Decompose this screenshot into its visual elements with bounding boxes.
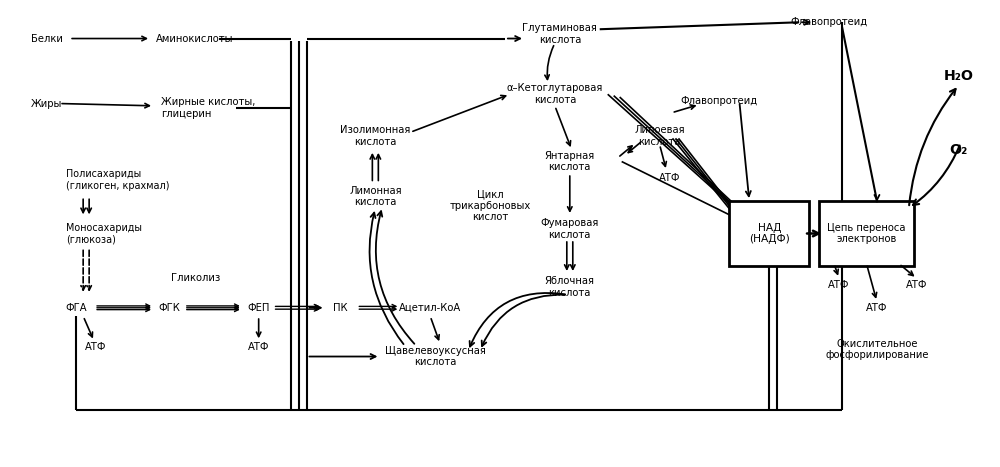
- Text: АТФ: АТФ: [248, 342, 269, 352]
- FancyBboxPatch shape: [819, 201, 914, 266]
- Text: ФГА: ФГА: [65, 303, 87, 313]
- Text: Лимонная
кислота: Лимонная кислота: [349, 185, 402, 207]
- Text: ФГК: ФГК: [158, 303, 180, 313]
- Text: АТФ: АТФ: [866, 303, 888, 313]
- Text: Жирные кислоты,
глицерин: Жирные кислоты, глицерин: [161, 97, 255, 119]
- Text: АТФ: АТФ: [85, 342, 107, 352]
- Text: Окислительное
фосфорилирование: Окислительное фосфорилирование: [825, 339, 929, 361]
- Text: Полисахариды
(гликоген, крахмал): Полисахариды (гликоген, крахмал): [66, 170, 170, 191]
- FancyBboxPatch shape: [729, 201, 809, 266]
- Text: АТФ: АТФ: [906, 280, 928, 290]
- Text: Флавопротеид: Флавопротеид: [681, 96, 758, 106]
- Text: Цепь переноса
электронов: Цепь переноса электронов: [827, 223, 906, 244]
- Text: Яблочная
кислота: Яблочная кислота: [545, 276, 595, 297]
- Text: Изолимонная
кислота: Изолимонная кислота: [340, 125, 411, 147]
- Text: Липоевая
кислота: Липоевая кислота: [634, 125, 685, 147]
- Text: Моносахариды
(глюкоза): Моносахариды (глюкоза): [66, 223, 142, 244]
- Text: АТФ: АТФ: [828, 280, 850, 290]
- Text: Гликолиз: Гликолиз: [171, 273, 220, 283]
- Text: α–Кетоглутаровая
кислота: α–Кетоглутаровая кислота: [507, 84, 603, 105]
- Text: O₂: O₂: [950, 143, 968, 157]
- Text: Флавопротеид: Флавопротеид: [791, 17, 868, 27]
- Text: Аминокислоты: Аминокислоты: [156, 34, 233, 43]
- Text: ПК: ПК: [333, 303, 348, 313]
- Text: Фумаровая
кислота: Фумаровая кислота: [541, 218, 599, 240]
- Text: ФЕП: ФЕП: [247, 303, 270, 313]
- Text: Глутаминовая
кислота: Глутаминовая кислота: [522, 23, 597, 45]
- Text: Белки: Белки: [31, 34, 63, 43]
- Text: Цикл
трикарбоновых
кислот: Цикл трикарбоновых кислот: [449, 189, 531, 222]
- Text: Щавелевоуксусная
кислота: Щавелевоуксусная кислота: [385, 346, 486, 368]
- Text: Ацетил-КоА: Ацетил-КоА: [399, 303, 461, 313]
- Text: НАД
(НАДФ): НАД (НАДФ): [749, 223, 790, 244]
- Text: АТФ: АТФ: [659, 173, 680, 183]
- Text: H₂O: H₂O: [944, 69, 974, 83]
- Text: Жиры: Жиры: [31, 99, 63, 108]
- Text: Янтарная
кислота: Янтарная кислота: [545, 151, 595, 172]
